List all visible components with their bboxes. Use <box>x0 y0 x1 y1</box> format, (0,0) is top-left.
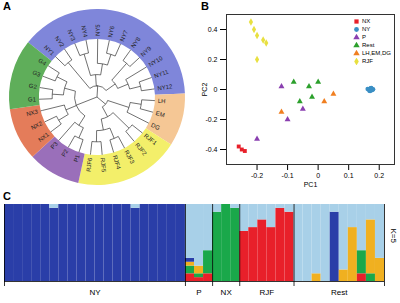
svg-text:NY11: NY11 <box>153 68 169 79</box>
svg-text:LH: LH <box>158 98 166 104</box>
svg-text:NY7: NY7 <box>119 29 129 43</box>
svg-text:RJF1: RJF1 <box>143 133 158 147</box>
svg-text:K=5: K=5 <box>389 229 398 244</box>
svg-text:P2: P2 <box>60 148 69 158</box>
html-text:Rest: Rest <box>362 42 375 48</box>
html-text:RJF: RJF <box>362 58 373 64</box>
svg-text:Rest: Rest <box>331 288 348 297</box>
svg-text:NX3: NX3 <box>26 108 39 117</box>
svg-text:0.4: 0.4 <box>208 26 218 33</box>
svg-text:G4: G4 <box>37 57 48 67</box>
svg-text:RJF4: RJF4 <box>112 155 122 171</box>
svg-text:P3: P3 <box>50 140 60 150</box>
svg-text:0.1: 0.1 <box>344 172 354 179</box>
html-text:B: B <box>201 0 209 12</box>
svg-text:NY5: NY5 <box>95 24 101 36</box>
svg-text:NY9: NY9 <box>140 45 153 58</box>
svg-text:NX2: NX2 <box>30 120 44 131</box>
svg-text:NY1: NY1 <box>43 44 56 57</box>
svg-text:EM: EM <box>155 110 165 118</box>
svg-text:-0.1: -0.1 <box>282 172 294 179</box>
svg-text:NY3: NY3 <box>66 29 76 43</box>
svg-text:-0.4: -0.4 <box>205 146 217 153</box>
svg-text:RJF: RJF <box>260 288 275 297</box>
svg-text:0: 0 <box>316 172 320 179</box>
svg-text:NY: NY <box>89 288 101 297</box>
html-text:P: P <box>362 34 366 40</box>
svg-text:NX: NX <box>221 288 233 297</box>
svg-text:NY12: NY12 <box>157 83 173 91</box>
svg-text:0: 0 <box>214 86 218 93</box>
svg-text:RJF3: RJF3 <box>123 149 135 165</box>
svg-text:-0.2: -0.2 <box>251 172 263 179</box>
svg-text:PC1: PC1 <box>304 181 318 188</box>
svg-text:NY10: NY10 <box>148 55 165 68</box>
svg-text:RJF5: RJF5 <box>100 157 107 172</box>
svg-text:DG: DG <box>150 122 161 132</box>
svg-text:0.2: 0.2 <box>374 172 384 179</box>
svg-text:P1: P1 <box>73 153 81 162</box>
html-text:A: A <box>3 0 11 12</box>
svg-text:NY6: NY6 <box>107 25 115 38</box>
svg-text:G3: G3 <box>32 69 42 78</box>
html-text:NX: NX <box>362 18 371 24</box>
html-text:NY: NY <box>362 26 371 32</box>
svg-text:G2: G2 <box>28 83 38 90</box>
svg-text:NY2: NY2 <box>54 35 66 49</box>
svg-text:RJF6: RJF6 <box>85 157 93 173</box>
html-text:C: C <box>3 190 11 202</box>
svg-text:P: P <box>196 288 201 297</box>
svg-text:-0.2: -0.2 <box>205 116 217 123</box>
svg-text:NY4: NY4 <box>80 25 88 38</box>
svg-text:PC2: PC2 <box>201 83 208 97</box>
svg-text:0.2: 0.2 <box>208 56 218 63</box>
svg-text:NX1: NX1 <box>37 131 50 143</box>
html-text:LH,EM,DG: LH,EM,DG <box>362 50 391 56</box>
svg-text:RJF2: RJF2 <box>134 142 148 157</box>
svg-text:G1: G1 <box>28 96 37 102</box>
svg-text:NY8: NY8 <box>130 36 142 50</box>
